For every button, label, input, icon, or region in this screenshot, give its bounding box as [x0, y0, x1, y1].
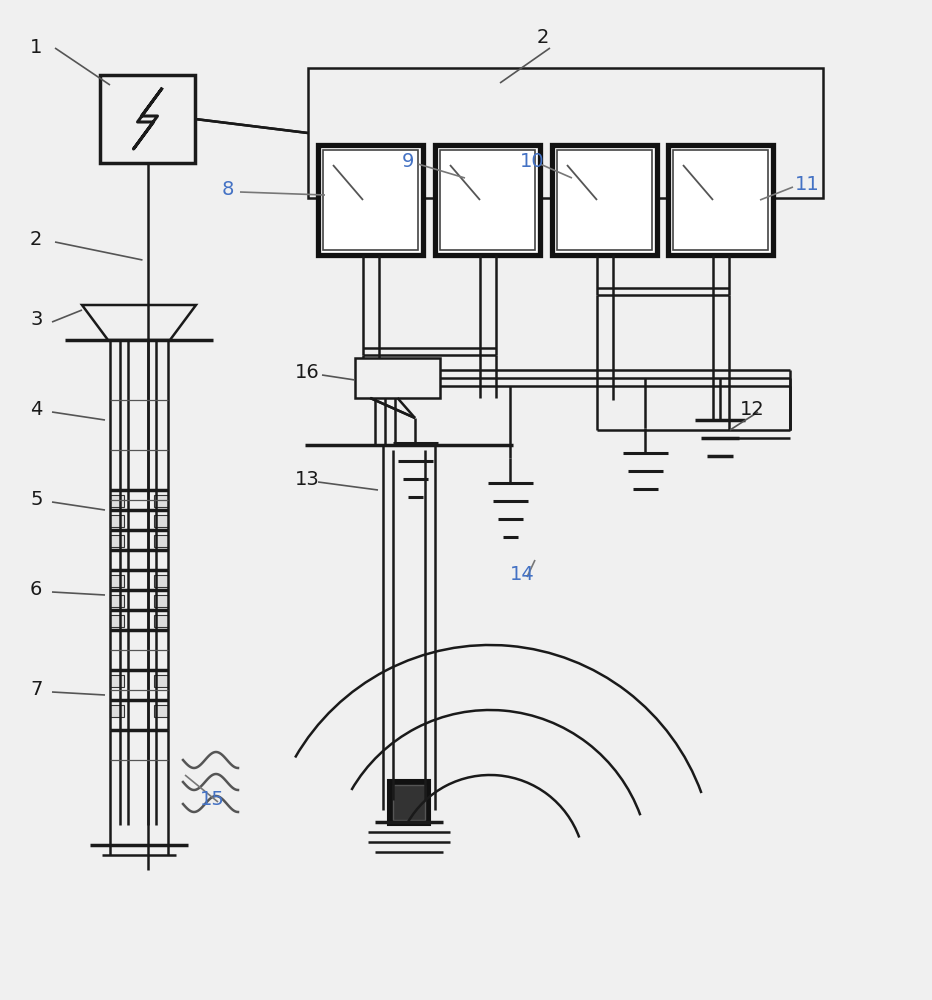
- Bar: [557, 150, 652, 250]
- Text: 15: 15: [200, 790, 225, 809]
- Text: 5: 5: [30, 490, 43, 509]
- Bar: [673, 150, 768, 250]
- Bar: [388, 780, 430, 825]
- Bar: [668, 145, 773, 255]
- Bar: [110, 575, 124, 587]
- Bar: [110, 515, 124, 527]
- Bar: [110, 535, 124, 547]
- Bar: [308, 68, 823, 198]
- Text: 4: 4: [30, 400, 42, 419]
- Bar: [552, 145, 657, 255]
- Bar: [110, 615, 124, 627]
- Text: 2: 2: [30, 230, 42, 249]
- Text: 10: 10: [520, 152, 544, 171]
- Bar: [154, 495, 168, 507]
- Text: 3: 3: [30, 310, 42, 329]
- Text: 13: 13: [295, 470, 320, 489]
- Bar: [435, 145, 540, 255]
- Bar: [154, 535, 168, 547]
- Bar: [154, 595, 168, 607]
- Text: 2: 2: [537, 28, 549, 47]
- Text: 12: 12: [740, 400, 765, 419]
- Bar: [440, 150, 535, 250]
- Bar: [154, 705, 168, 717]
- Bar: [110, 595, 124, 607]
- Bar: [110, 675, 124, 687]
- Text: 1: 1: [30, 38, 42, 57]
- Text: 8: 8: [222, 180, 234, 199]
- Bar: [318, 145, 423, 255]
- Text: 6: 6: [30, 580, 42, 599]
- Bar: [154, 675, 168, 687]
- Bar: [110, 495, 124, 507]
- Text: 11: 11: [795, 175, 820, 194]
- Bar: [110, 705, 124, 717]
- Bar: [323, 150, 418, 250]
- Text: 16: 16: [295, 363, 320, 382]
- Bar: [393, 785, 425, 820]
- Text: 7: 7: [30, 680, 42, 699]
- Bar: [355, 358, 440, 398]
- Text: 9: 9: [402, 152, 415, 171]
- Text: 14: 14: [510, 565, 535, 584]
- Bar: [100, 75, 195, 163]
- Bar: [154, 575, 168, 587]
- Bar: [154, 615, 168, 627]
- Bar: [154, 515, 168, 527]
